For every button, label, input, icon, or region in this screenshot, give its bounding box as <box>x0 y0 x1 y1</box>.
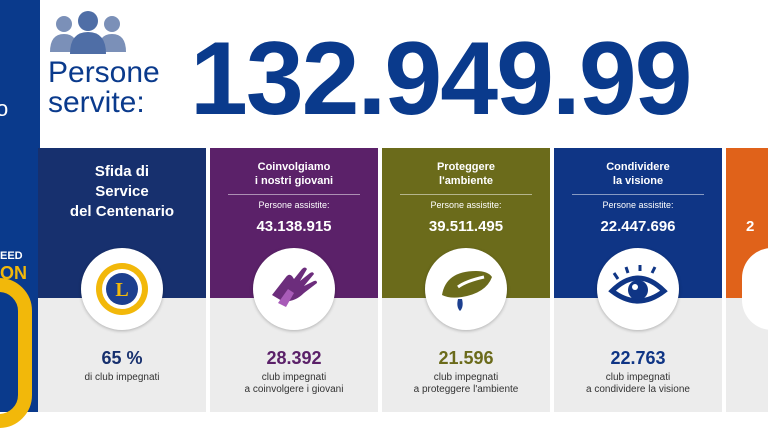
panel-served-count: 2 <box>746 218 755 235</box>
hands-icon <box>253 248 335 330</box>
panel-subtitle: Persone assistite: <box>602 200 674 210</box>
panel-caption: club impegnati a condividere la visione <box>586 372 690 395</box>
panel-title: Condividere la visione <box>606 161 670 187</box>
left-banner: o EED ON <box>0 0 40 428</box>
panel-caption: club impegnati a proteggere l'ambiente <box>413 372 519 395</box>
panel-centennial-challenge: Sfida di Service del Centenario L 65 % d… <box>38 148 206 412</box>
svg-text:L: L <box>115 279 128 301</box>
panel-environment: Proteggere l'ambiente Persone assistite:… <box>382 148 550 412</box>
centennial-zero-graphic <box>0 278 32 428</box>
panel-served-count: 22.447.696 <box>600 218 676 235</box>
panel-subtitle: Persone assistite: <box>258 200 330 210</box>
panel-youth: Coinvolgiamo i nostri giovani Persone as… <box>210 148 378 412</box>
lions-logo: L <box>81 248 163 330</box>
panel-title: Sfida di Service del Centenario <box>69 163 175 220</box>
panel-value: 21.596 <box>438 348 494 368</box>
panel-title: Coinvolgiamo i nostri giovani <box>254 161 334 187</box>
panel-caption: club impegnati a coinvolgere i giovani <box>244 372 344 395</box>
leaf-icon <box>425 248 507 330</box>
panel-served-count: 43.138.915 <box>256 218 332 235</box>
panel-title: Proteggere l'ambiente <box>436 161 496 187</box>
initiative-panels: Sfida di Service del Centenario L 65 % d… <box>38 148 768 412</box>
people-served-number: 132.949.99 <box>190 21 693 137</box>
served-label: Persone servite: <box>48 56 160 119</box>
panel-subtitle: Persone assistite: <box>430 200 502 210</box>
people-group-icon <box>50 11 126 54</box>
left-text-fragment: o <box>0 96 9 121</box>
panel-caption: di club impegnati <box>84 372 160 383</box>
left-text-fragment: EED <box>0 250 23 262</box>
divider <box>572 194 704 195</box>
divider <box>228 194 360 195</box>
icon-circle <box>742 248 768 330</box>
eye-icon <box>597 248 679 330</box>
panel-value: 65 % <box>101 348 143 368</box>
panel-cut-off: 2 <box>726 148 768 412</box>
panel-value: 28.392 <box>266 348 322 368</box>
panel-vision: Condividere la visione Persone assistite… <box>554 148 722 412</box>
panel-served-count: 39.511.495 <box>428 218 504 235</box>
divider <box>400 194 532 195</box>
panel-value: 22.763 <box>610 348 666 368</box>
panel-header: Condividere la visione Persone assistite… <box>554 148 722 298</box>
